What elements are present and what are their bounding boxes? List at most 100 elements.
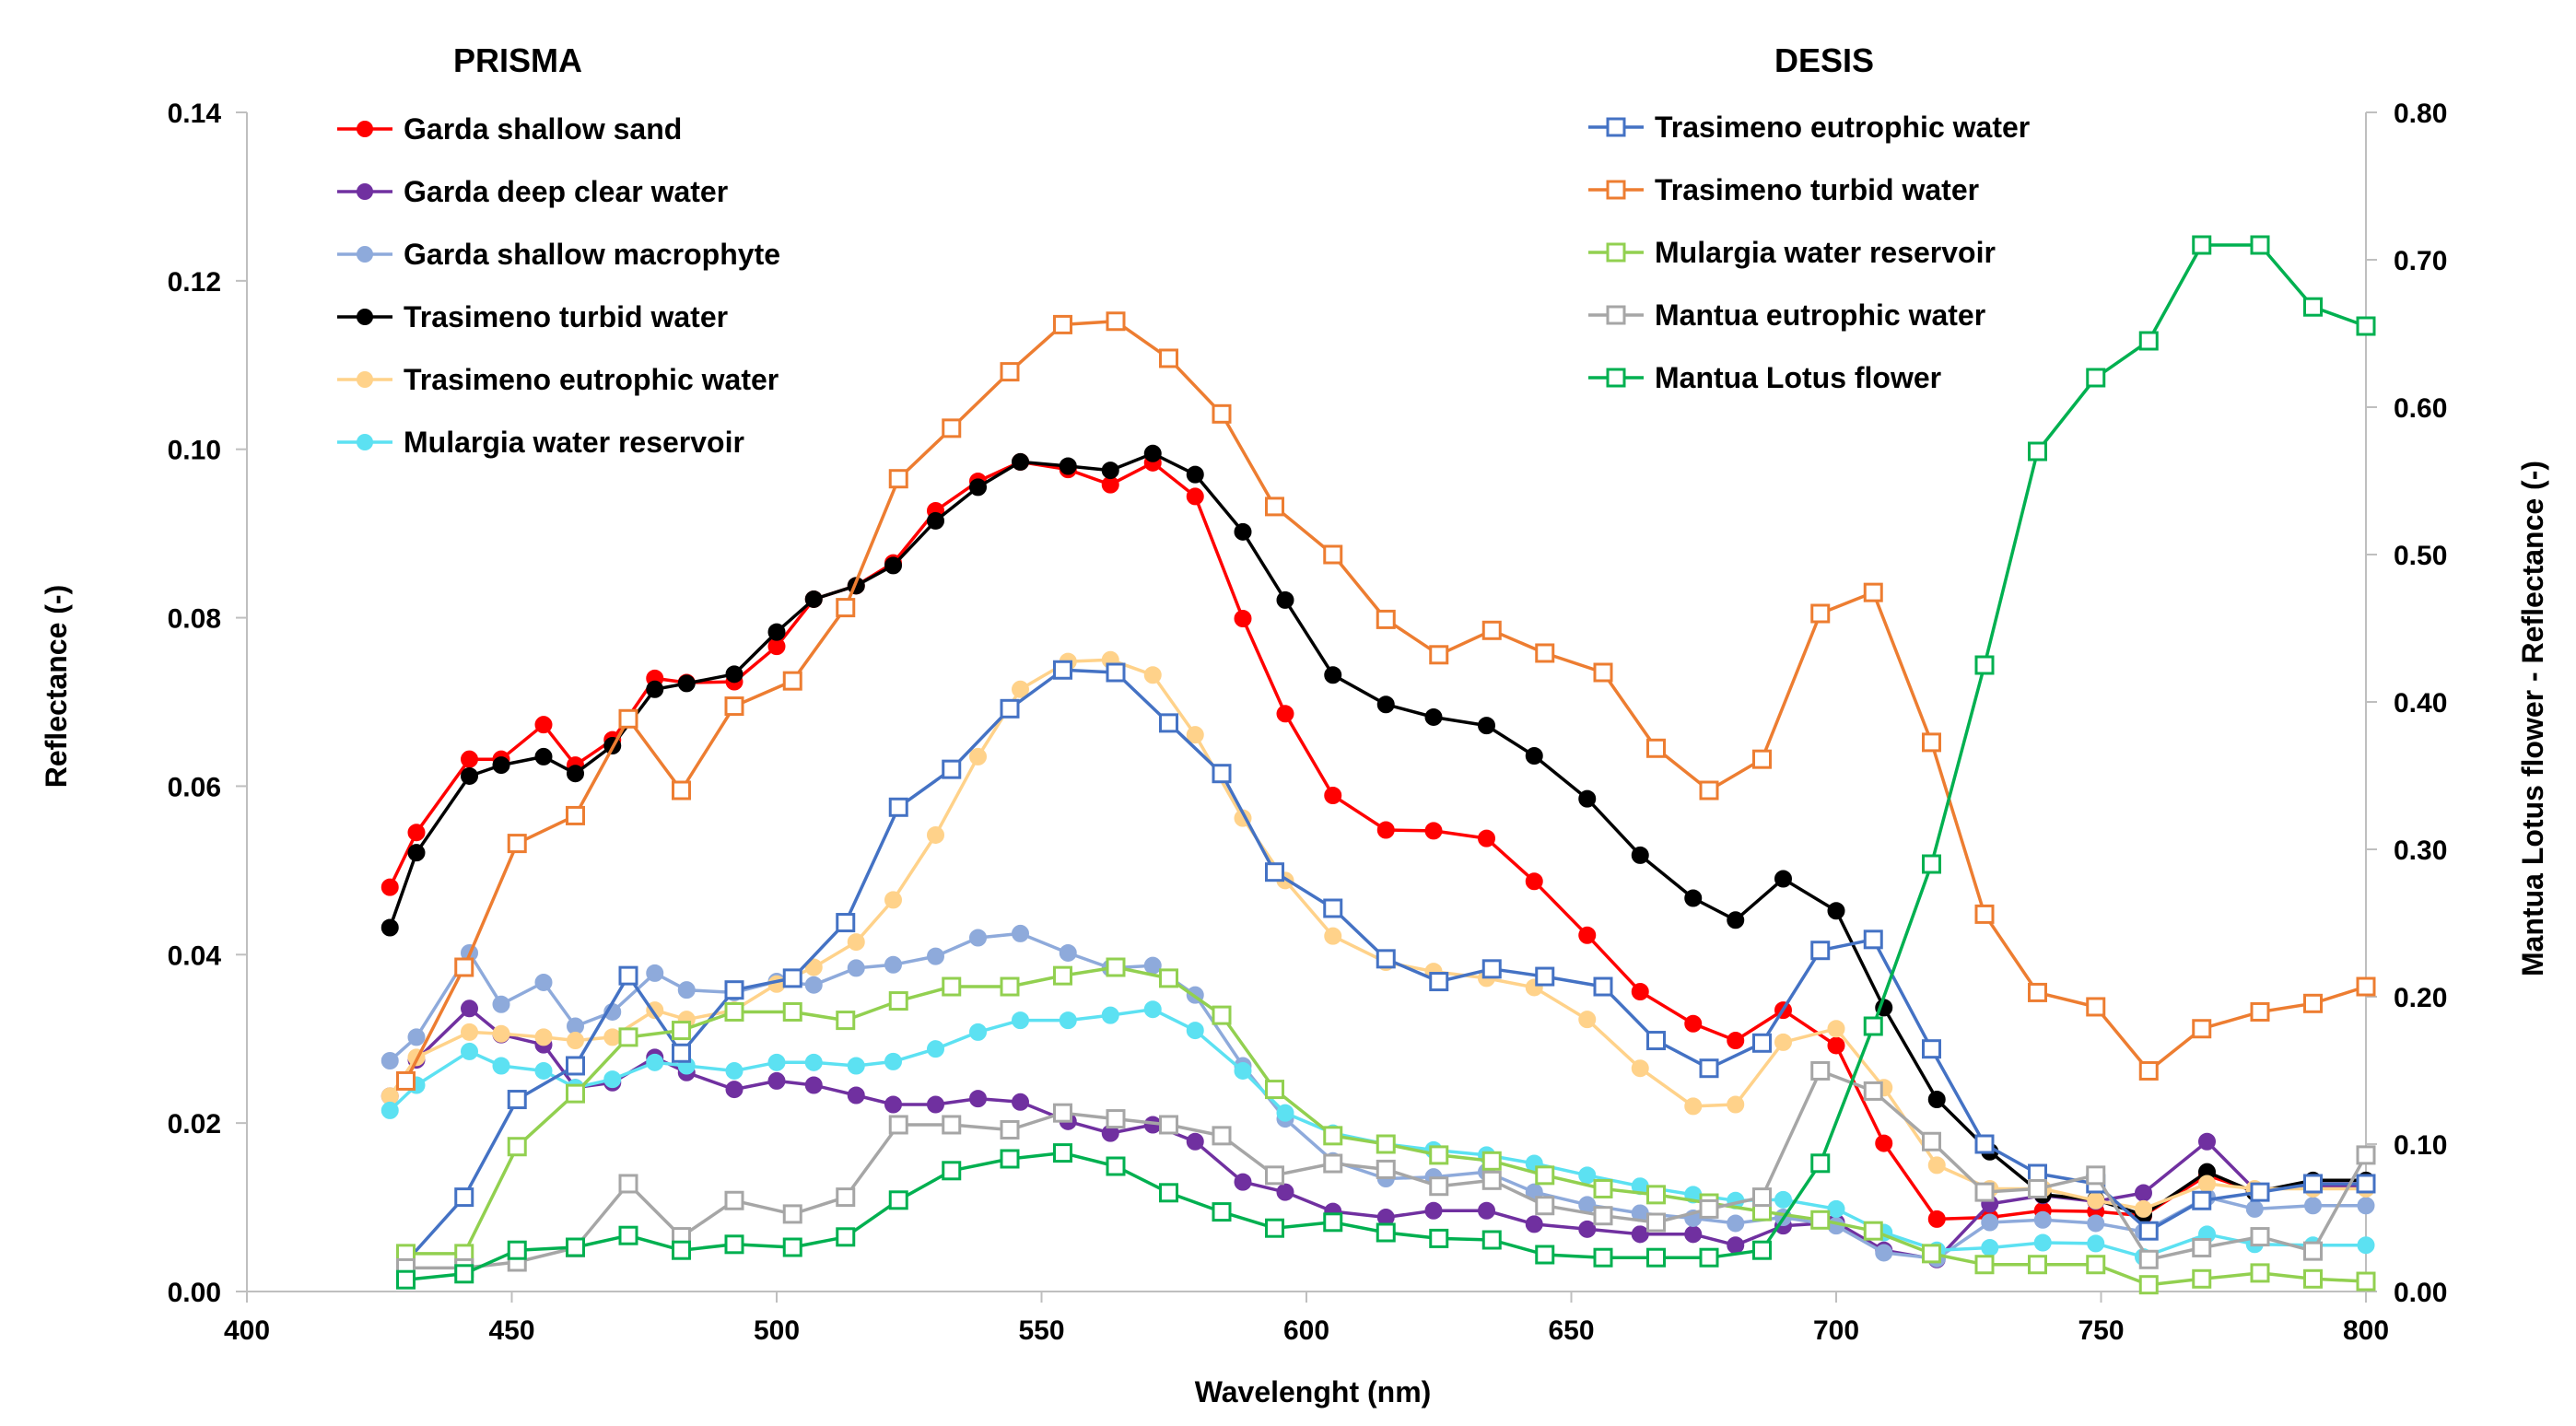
data-point (1265, 1080, 1284, 1100)
data-point (1578, 1220, 1597, 1238)
data-point (454, 957, 474, 977)
data-point (1000, 1119, 1020, 1140)
data-point (1276, 705, 1294, 723)
data-point (1376, 1134, 1396, 1154)
data-point (767, 1053, 786, 1071)
data-point (1863, 1221, 1883, 1241)
x-tick-label: 550 (1018, 1315, 1064, 1346)
data-point (1376, 1159, 1396, 1179)
data-point (1752, 1240, 1772, 1260)
x-tick-label: 450 (488, 1315, 534, 1346)
data-point (1478, 1201, 1495, 1220)
data-point (2028, 441, 2047, 462)
data-point (1276, 590, 1294, 609)
data-point (381, 918, 399, 937)
data-point (1727, 1095, 1745, 1114)
data-point (2192, 1237, 2212, 1257)
tick-labels: 400 450 500 550 600 650 700 750 8000.000.020.040… (168, 99, 2448, 1346)
data-point (1234, 522, 1252, 541)
data-point (492, 756, 510, 775)
data-point (836, 1227, 856, 1247)
data-point (969, 1023, 987, 1041)
data-point (1000, 362, 1020, 382)
data-point (1481, 620, 1502, 640)
data-point (1631, 1225, 1649, 1244)
data-point (1000, 976, 1020, 997)
series-prisma-trasimeno-turbid-water (381, 444, 2375, 1224)
data-point (1323, 1212, 1343, 1233)
data-point (725, 1061, 744, 1080)
data-point (618, 1027, 638, 1047)
x-tick-label: 800 (2343, 1315, 2389, 1346)
data-point (1752, 1187, 1772, 1208)
data-point (2087, 1191, 2105, 1210)
data-point (381, 878, 399, 896)
data-point (1875, 1134, 1893, 1152)
data-point (1101, 462, 1119, 480)
data-point (1012, 1011, 1029, 1030)
data-point (1631, 983, 1649, 1001)
data-point (1376, 1222, 1396, 1243)
legend-label: Trasimeno turbid water (1655, 173, 1979, 206)
data-point (1429, 1176, 1449, 1197)
data-point (2087, 1234, 2105, 1253)
data-point (1059, 457, 1077, 475)
data-point (1265, 862, 1284, 882)
data-point (1535, 966, 1555, 987)
data-point (2303, 297, 2323, 317)
data-point (566, 1237, 585, 1257)
data-point (618, 965, 638, 986)
data-point (1827, 1199, 1845, 1218)
data-point (836, 1011, 856, 1031)
data-point (2028, 1255, 2047, 1275)
data-point (2138, 1249, 2159, 1269)
data-point (2135, 1199, 2152, 1218)
data-point (888, 1190, 908, 1210)
series-line (388, 658, 2366, 1211)
data-point (836, 913, 856, 933)
data-point (1593, 1247, 1613, 1268)
data-point (1481, 1230, 1502, 1250)
data-point (1774, 1033, 1792, 1051)
data-point (1481, 1170, 1502, 1190)
data-point (1424, 707, 1443, 726)
data-point (2138, 1275, 2159, 1295)
data-point (1424, 1201, 1443, 1220)
data-point (2303, 1268, 2323, 1289)
data-point (1053, 1103, 1072, 1123)
legend-label: Trasimeno eutrophic water (1655, 111, 2030, 144)
data-point (1186, 487, 1204, 506)
data-point (836, 1187, 856, 1208)
data-point (1646, 1247, 1666, 1268)
data-point (1276, 1183, 1294, 1201)
data-point (2303, 1174, 2323, 1194)
data-point (1012, 1093, 1029, 1111)
data-point (672, 1021, 691, 1041)
data-point (1727, 1214, 1745, 1233)
y2-tick-label: 0.70 (2394, 246, 2447, 276)
data-point (836, 598, 856, 618)
data-point (1159, 968, 1178, 988)
data-point (2304, 1197, 2322, 1215)
data-point (1684, 889, 1703, 907)
legend-item: Garda shallow sand (337, 112, 682, 146)
data-point (2250, 1263, 2270, 1283)
data-point (1053, 660, 1072, 680)
data-point (927, 1040, 944, 1058)
data-point (1525, 872, 1543, 891)
y2-tick-label: 0.10 (2394, 1130, 2447, 1161)
data-point (1535, 643, 1555, 663)
data-point (1265, 1218, 1284, 1238)
data-point (969, 478, 987, 497)
data-point (507, 1090, 527, 1110)
data-point (1699, 1247, 1719, 1268)
legend-marker (1606, 368, 1626, 388)
x-tick-label: 500 (754, 1315, 800, 1346)
data-point (942, 976, 962, 997)
legend-marker (1606, 242, 1626, 263)
y-tick-label: 0.14 (168, 99, 222, 129)
data-point (927, 825, 944, 844)
data-point (2303, 1241, 2323, 1261)
data-point (942, 1161, 962, 1181)
